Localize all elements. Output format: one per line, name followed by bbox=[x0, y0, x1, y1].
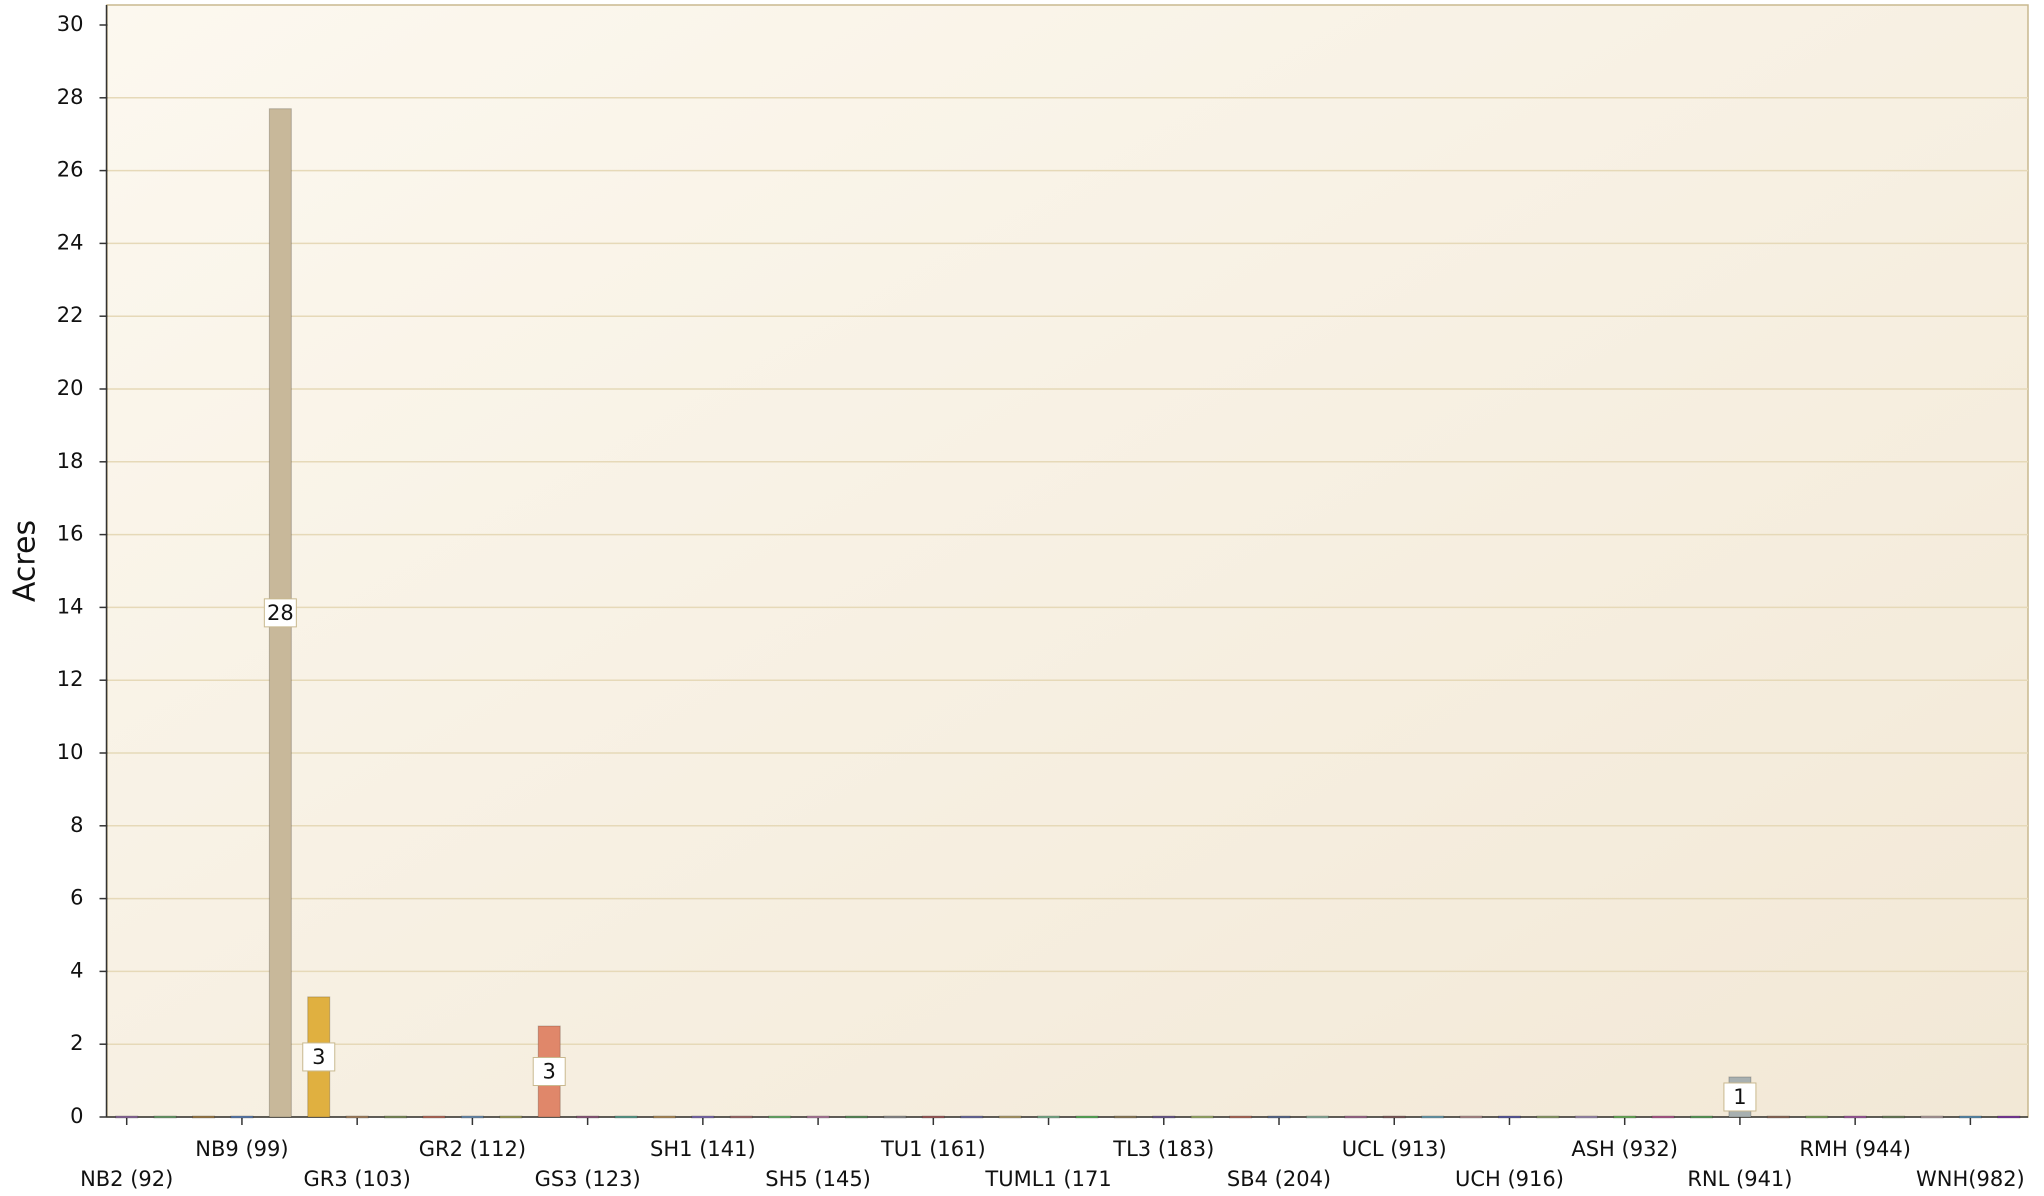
bar bbox=[230, 1115, 254, 1119]
value-label-box bbox=[532, 1057, 566, 1086]
y-tick-label: 28 bbox=[57, 85, 84, 109]
value-label-box bbox=[263, 598, 297, 628]
bar bbox=[1997, 1115, 2021, 1119]
bar bbox=[153, 1115, 177, 1119]
x-tick-label: RNL (941) bbox=[1687, 1167, 1792, 1191]
y-tick-label: 26 bbox=[57, 158, 84, 182]
value-label: 1 bbox=[1733, 1085, 1746, 1109]
bar bbox=[652, 1115, 676, 1119]
y-tick-label: 16 bbox=[57, 522, 84, 546]
bar bbox=[1190, 1115, 1214, 1119]
bar bbox=[998, 1115, 1022, 1119]
value-label: 3 bbox=[543, 1060, 556, 1084]
bar bbox=[1920, 1115, 1944, 1119]
x-tick-label: GR3 (103) bbox=[303, 1167, 410, 1191]
y-tick-label: 2 bbox=[70, 1031, 83, 1055]
bar bbox=[384, 1115, 408, 1119]
bar bbox=[1267, 1115, 1291, 1119]
bar bbox=[1574, 1115, 1598, 1119]
y-tick-label: 20 bbox=[57, 376, 84, 400]
bar bbox=[1651, 1115, 1675, 1119]
bar bbox=[1229, 1115, 1253, 1119]
bar bbox=[1152, 1115, 1176, 1119]
bar bbox=[345, 1115, 369, 1119]
bar bbox=[1037, 1115, 1061, 1119]
bar bbox=[921, 1115, 945, 1119]
bar bbox=[729, 1115, 753, 1119]
bar bbox=[1958, 1115, 1982, 1119]
x-tick-label: WNH(982) bbox=[1916, 1167, 2025, 1191]
bar bbox=[460, 1115, 484, 1119]
y-tick-label: 30 bbox=[57, 12, 84, 36]
x-tick-label: NB2 (92) bbox=[80, 1167, 173, 1191]
bar bbox=[768, 1115, 792, 1119]
x-tick-label: ASH (932) bbox=[1571, 1137, 1678, 1161]
x-tick-label: TL3 (183) bbox=[1112, 1137, 1214, 1161]
bar bbox=[1305, 1115, 1329, 1119]
bar bbox=[691, 1115, 715, 1119]
y-tick-label: 22 bbox=[57, 303, 84, 327]
bar bbox=[1459, 1115, 1483, 1119]
value-label: 3 bbox=[312, 1045, 325, 1069]
bar bbox=[422, 1115, 446, 1119]
bar bbox=[1536, 1115, 1560, 1119]
y-tick-label: 18 bbox=[57, 449, 84, 473]
bar bbox=[1843, 1115, 1867, 1119]
bar bbox=[1613, 1115, 1637, 1119]
bar bbox=[883, 1115, 907, 1119]
bar bbox=[614, 1115, 638, 1119]
bar bbox=[1113, 1115, 1137, 1119]
x-tick-label: RMH (944) bbox=[1799, 1137, 1911, 1161]
bar bbox=[1805, 1115, 1829, 1119]
bar bbox=[1766, 1115, 1790, 1119]
bar bbox=[192, 1115, 216, 1119]
bar bbox=[576, 1115, 600, 1119]
x-tick-label: TUML1 (171 bbox=[984, 1167, 1111, 1191]
bar bbox=[1075, 1115, 1099, 1119]
y-tick-label: 10 bbox=[57, 740, 84, 764]
x-tick-label: GS3 (123) bbox=[535, 1167, 641, 1191]
x-tick-label: GR2 (112) bbox=[419, 1137, 526, 1161]
bar bbox=[1382, 1115, 1406, 1119]
bar bbox=[1344, 1115, 1368, 1119]
bar bbox=[960, 1115, 984, 1119]
y-tick-label: 0 bbox=[70, 1104, 83, 1128]
x-tick-label: TU1 (161) bbox=[880, 1137, 986, 1161]
y-tick-label: 6 bbox=[70, 886, 83, 910]
bar bbox=[806, 1115, 830, 1119]
bar bbox=[844, 1115, 868, 1119]
x-tick-label: NB9 (99) bbox=[195, 1137, 288, 1161]
value-label-box bbox=[302, 1042, 336, 1072]
y-axis-label: Acres bbox=[8, 520, 43, 602]
y-tick-label: 4 bbox=[70, 958, 83, 982]
bar bbox=[499, 1115, 523, 1119]
bar bbox=[1421, 1115, 1445, 1119]
bar bbox=[115, 1115, 139, 1119]
x-tick-label: SB4 (204) bbox=[1227, 1167, 1331, 1191]
y-tick-label: 24 bbox=[57, 230, 84, 254]
x-tick-label: SH1 (141) bbox=[650, 1137, 756, 1161]
bar bbox=[1690, 1115, 1714, 1119]
y-tick-label: 12 bbox=[57, 667, 84, 691]
bar bbox=[1497, 1115, 1521, 1119]
value-label-box bbox=[1723, 1082, 1757, 1112]
x-tick-label: UCH (916) bbox=[1455, 1167, 1564, 1191]
x-tick-label: SH5 (145) bbox=[765, 1167, 871, 1191]
y-tick-label: 8 bbox=[70, 813, 83, 837]
bar bbox=[1882, 1115, 1906, 1119]
plot-area bbox=[106, 4, 2029, 1118]
x-tick-label: UCL (913) bbox=[1342, 1137, 1447, 1161]
value-label: 28 bbox=[267, 601, 294, 625]
y-tick-label: 14 bbox=[57, 594, 84, 618]
